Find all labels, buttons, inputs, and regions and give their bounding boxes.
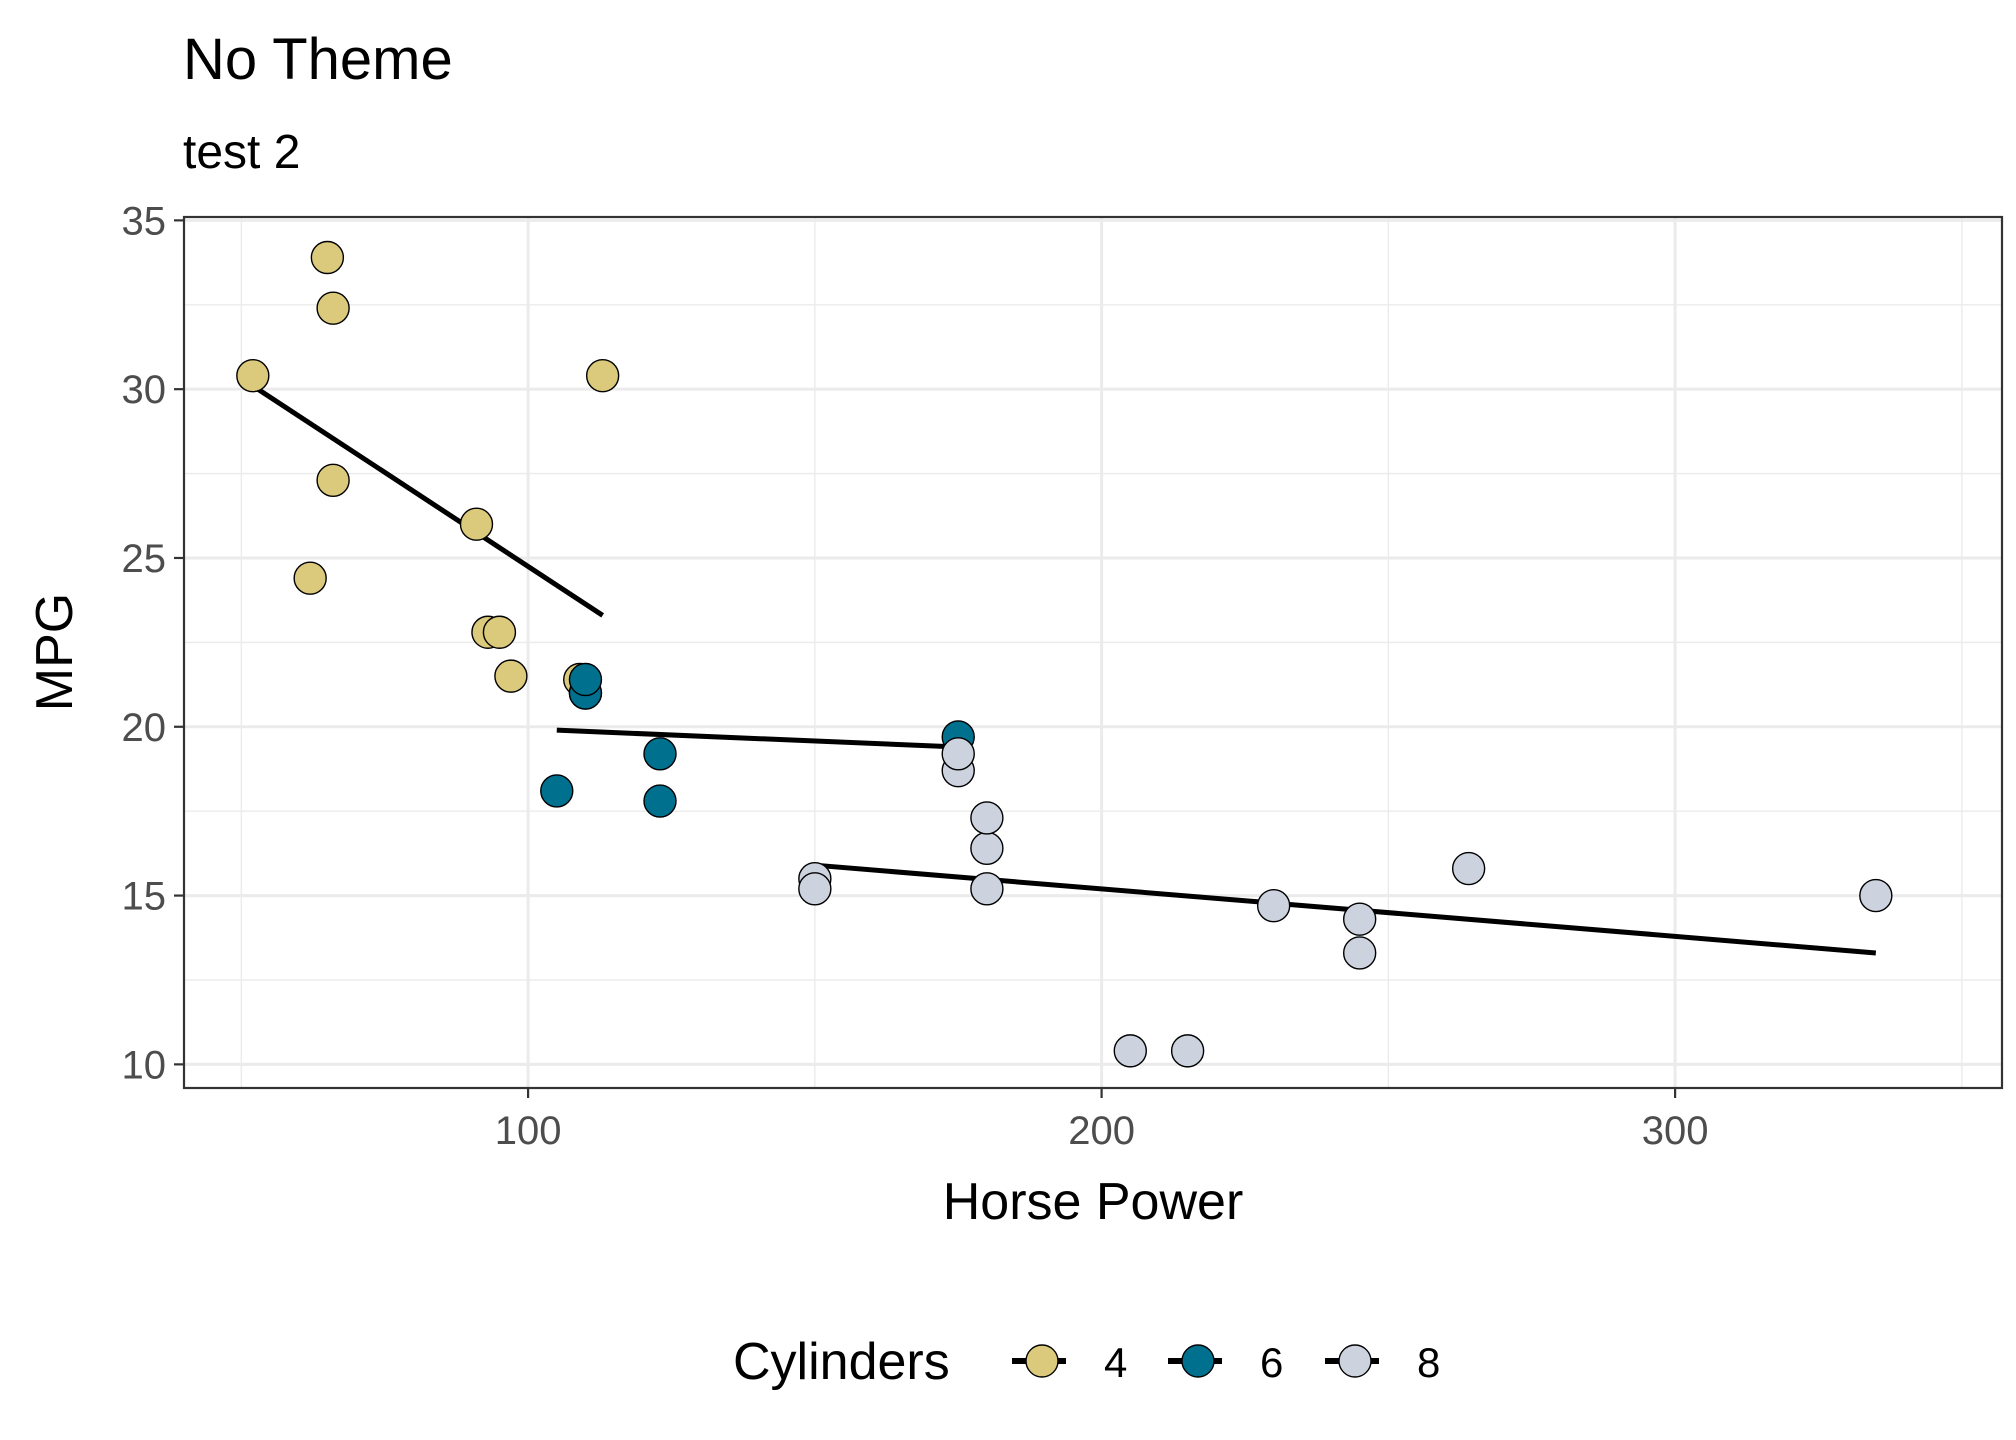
point-cyl-4	[236, 358, 270, 393]
point-cyl-8	[1451, 851, 1486, 886]
point-cyl-6	[540, 774, 574, 808]
point-cyl-8	[970, 872, 1004, 906]
axis-ticks: 100 200 300 10 15 20 25 30 35	[122, 199, 1709, 1153]
grid	[184, 217, 2002, 1088]
y-tick-label: 30	[122, 368, 167, 412]
point-cyl-4	[494, 659, 528, 693]
point-cyl-8	[970, 831, 1004, 866]
legend-label-8: 8	[1417, 1339, 1440, 1386]
x-tick-label: 300	[1642, 1109, 1709, 1153]
point-cyl-8	[941, 737, 975, 771]
legend-key-8	[1338, 1344, 1372, 1378]
point-cyl-6	[643, 784, 677, 818]
point-cyl-4	[316, 291, 350, 325]
legend: Cylinders 4 6 8	[733, 1333, 1440, 1391]
point-cyl-8	[1113, 1034, 1147, 1068]
y-tick-label: 25	[122, 537, 167, 581]
point-cyl-4	[310, 240, 345, 275]
fit-line-6	[556, 727, 959, 750]
fit-line-4	[251, 383, 605, 618]
legend-label-6: 6	[1260, 1339, 1283, 1386]
x-axis-title: Horse Power	[943, 1173, 1244, 1231]
point-cyl-8	[970, 801, 1004, 835]
point-cyl-8	[1859, 878, 1893, 913]
y-tick-label: 10	[122, 1043, 167, 1087]
point-cyl-8	[1342, 936, 1377, 970]
point-cyl-4	[482, 615, 517, 649]
x-tick-label: 100	[495, 1109, 562, 1153]
point-cyl-8	[1342, 902, 1377, 936]
legend-key-4	[1025, 1344, 1059, 1378]
point-cyl-8	[1256, 888, 1291, 923]
point-cyl-6	[643, 737, 677, 771]
point-cyl-4	[459, 507, 494, 541]
legend-label-4: 4	[1104, 1339, 1127, 1386]
data-points	[236, 240, 1893, 1068]
point-cyl-6	[568, 662, 603, 697]
point-cyl-4	[293, 561, 327, 595]
legend-key-6	[1181, 1344, 1215, 1378]
y-tick-label: 20	[122, 706, 167, 750]
chart-title: No Theme	[183, 27, 453, 92]
plot-panel-border	[182, 215, 2004, 1090]
point-cyl-8	[1170, 1034, 1205, 1068]
chart-subtitle: test 2	[183, 126, 300, 179]
legend-title: Cylinders	[733, 1333, 950, 1391]
y-axis-title: MPG	[26, 593, 84, 711]
point-cyl-4	[316, 463, 350, 498]
y-tick-label: 15	[122, 875, 167, 919]
point-cyl-8	[798, 872, 832, 906]
y-tick-label: 35	[122, 199, 167, 243]
point-cyl-4	[585, 358, 620, 393]
plot-panel	[184, 217, 2002, 1088]
x-tick-label: 200	[1068, 1109, 1135, 1153]
